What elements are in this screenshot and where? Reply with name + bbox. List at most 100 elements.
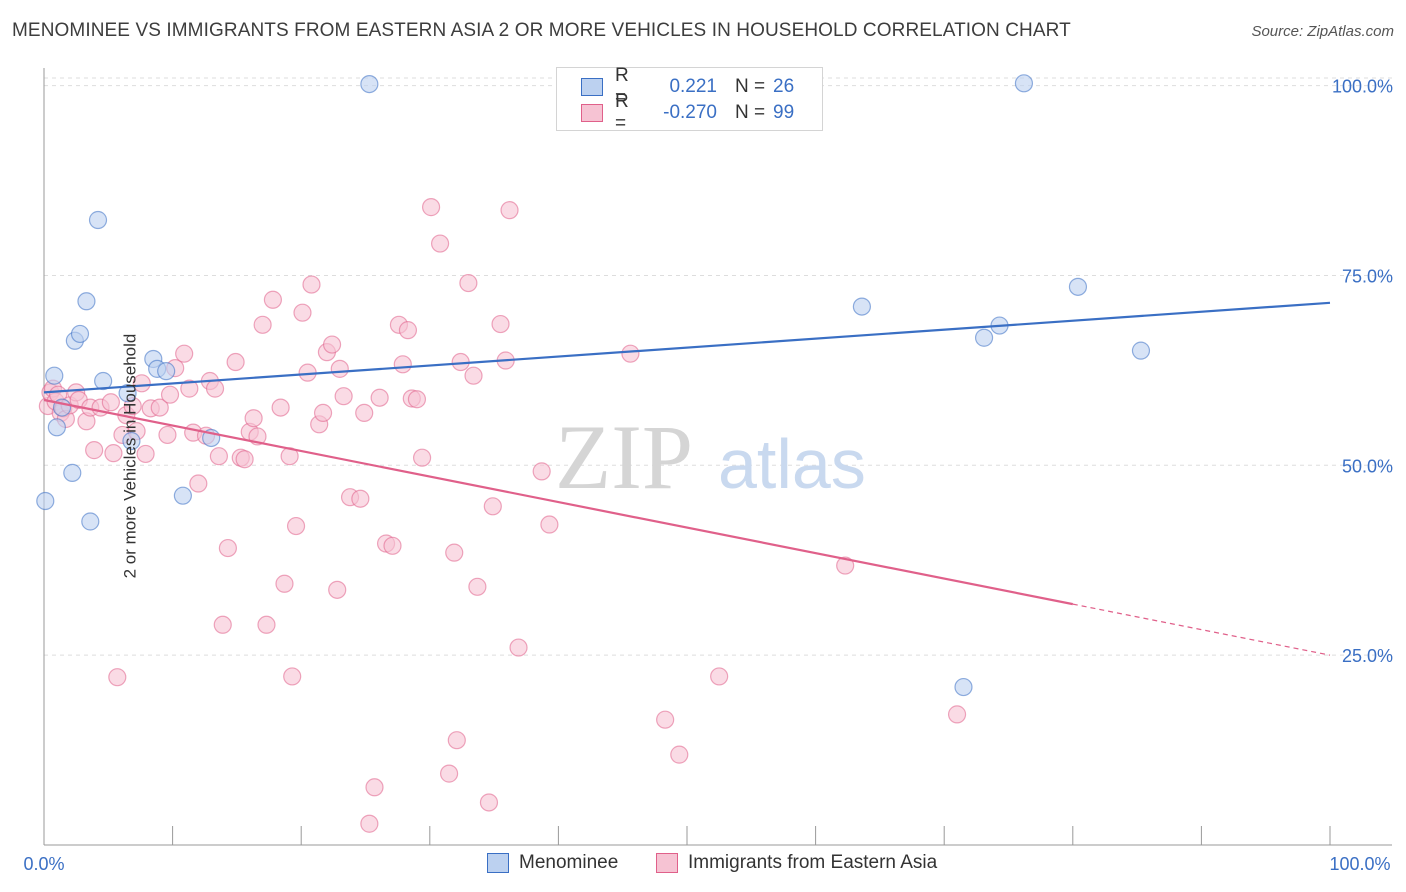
point-immigrants-41 — [235, 450, 254, 469]
point-immigrants-91 — [509, 638, 528, 657]
point-immigrants-52 — [286, 516, 306, 536]
point-immigrants-48 — [271, 398, 290, 417]
point-menominee-11 — [118, 384, 137, 403]
point-immigrants-38 — [218, 538, 237, 558]
trend-line-immigrants — [43, 398, 1074, 606]
legend-item-menominee: Menominee — [487, 852, 618, 874]
point-menominee-23 — [1014, 74, 1034, 93]
point-immigrants-17 — [108, 668, 127, 687]
point-immigrants-95 — [656, 710, 675, 729]
point-immigrants-37 — [213, 615, 232, 634]
point-immigrants-57 — [313, 403, 333, 423]
point-menominee-9 — [88, 210, 108, 230]
legend-row-immigrants: R = -0.270 N = 99 — [581, 91, 794, 134]
point-immigrants-43 — [244, 409, 263, 428]
point-immigrants-39 — [226, 352, 245, 372]
point-immigrants-36 — [209, 447, 228, 466]
legend-r-label: R = — [615, 65, 629, 108]
watermark: ZIP atlas — [555, 406, 866, 508]
point-immigrants-75 — [407, 390, 427, 409]
point-immigrants-59 — [322, 335, 342, 354]
point-immigrants-88 — [491, 314, 510, 334]
point-immigrants-27 — [160, 385, 180, 404]
y-tick-label: 25.0% — [1342, 646, 1393, 666]
point-immigrants-93 — [540, 515, 559, 534]
legend-n-label: N = — [735, 76, 766, 97]
y-tick-label: 75.0% — [1342, 266, 1393, 286]
point-immigrants-98 — [836, 556, 855, 575]
point-menominee-18 — [360, 74, 379, 94]
trend-line-immigrants-dashed — [1072, 603, 1331, 656]
point-immigrants-66 — [360, 814, 379, 833]
source-label: Source: ZipAtlas.com — [1251, 23, 1394, 40]
point-immigrants-51 — [283, 667, 302, 686]
point-immigrants-90 — [500, 201, 519, 220]
point-menominee-21 — [974, 328, 994, 347]
legend-item-immigrants: Immigrants from Eastern Asia — [656, 852, 937, 874]
chart-title: MENOMINEE VS IMMIGRANTS FROM EASTERN ASI… — [12, 20, 1071, 41]
point-menominee-24 — [1068, 277, 1088, 296]
point-menominee-20 — [954, 677, 973, 697]
point-menominee-16 — [173, 486, 192, 505]
point-immigrants-53 — [293, 303, 312, 322]
legend-swatch-menominee — [581, 78, 603, 96]
point-immigrants-94 — [621, 344, 640, 363]
point-menominee-7 — [77, 292, 96, 311]
legend-r-value: -0.270 — [663, 102, 717, 123]
point-immigrants-97 — [710, 667, 729, 686]
y-axis-label: 2 or more Vehicles in Household — [120, 333, 140, 579]
legend-r-label: R = — [615, 91, 629, 134]
point-immigrants-46 — [257, 615, 276, 634]
point-menominee-8 — [81, 512, 100, 531]
point-immigrants-68 — [370, 388, 389, 407]
y-tick-label: 50.0% — [1342, 456, 1393, 476]
legend-swatch-menominee — [487, 853, 509, 873]
point-immigrants-73 — [398, 321, 418, 340]
point-immigrants-32 — [189, 474, 208, 493]
point-immigrants-61 — [330, 359, 349, 378]
point-immigrants-76 — [412, 448, 432, 467]
point-immigrants-65 — [355, 403, 374, 423]
series-menominee-points — [36, 74, 1151, 697]
point-immigrants-26 — [158, 425, 177, 445]
point-menominee-6 — [70, 324, 90, 344]
point-menominee-1 — [45, 366, 64, 385]
watermark-zip: ZIP — [555, 406, 693, 508]
trend-lines — [43, 301, 1331, 656]
grid-lines — [44, 77, 1392, 656]
legend-label-menominee: Menominee — [519, 852, 619, 873]
point-menominee-19 — [852, 297, 871, 316]
point-immigrants-81 — [447, 731, 466, 750]
point-immigrants-78 — [430, 234, 450, 253]
point-immigrants-84 — [464, 366, 483, 385]
x-tick-label-left: 0.0% — [23, 854, 64, 874]
point-immigrants-35 — [205, 379, 225, 398]
point-immigrants-29 — [175, 344, 194, 363]
point-immigrants-16 — [104, 444, 123, 463]
point-immigrants-67 — [365, 778, 384, 797]
trend-line-menominee — [43, 301, 1331, 394]
point-immigrants-49 — [275, 574, 294, 593]
point-menominee-15 — [157, 362, 176, 381]
point-immigrants-45 — [253, 315, 272, 334]
point-immigrants-99 — [947, 705, 967, 724]
y-tick-label: 100.0% — [1332, 77, 1393, 97]
point-immigrants-72 — [393, 355, 412, 374]
point-immigrants-30 — [180, 379, 199, 398]
point-menominee-2 — [47, 418, 66, 437]
legend-row-menominee: R = 0.221 N = 26 — [581, 65, 794, 108]
point-immigrants-92 — [532, 462, 551, 481]
point-immigrants-25 — [150, 398, 169, 417]
point-immigrants-13 — [85, 441, 104, 460]
point-immigrants-64 — [351, 489, 370, 508]
point-immigrants-96 — [670, 745, 689, 764]
point-immigrants-79 — [439, 764, 459, 783]
series-immigrants-points — [38, 198, 967, 833]
point-menominee-25 — [1131, 341, 1151, 360]
point-menominee-4 — [63, 463, 82, 482]
point-immigrants-80 — [445, 543, 464, 562]
legend-swatch-immigrants — [656, 853, 678, 873]
watermark-atlas: atlas — [718, 425, 866, 503]
legend-n-label: N = — [735, 102, 766, 123]
